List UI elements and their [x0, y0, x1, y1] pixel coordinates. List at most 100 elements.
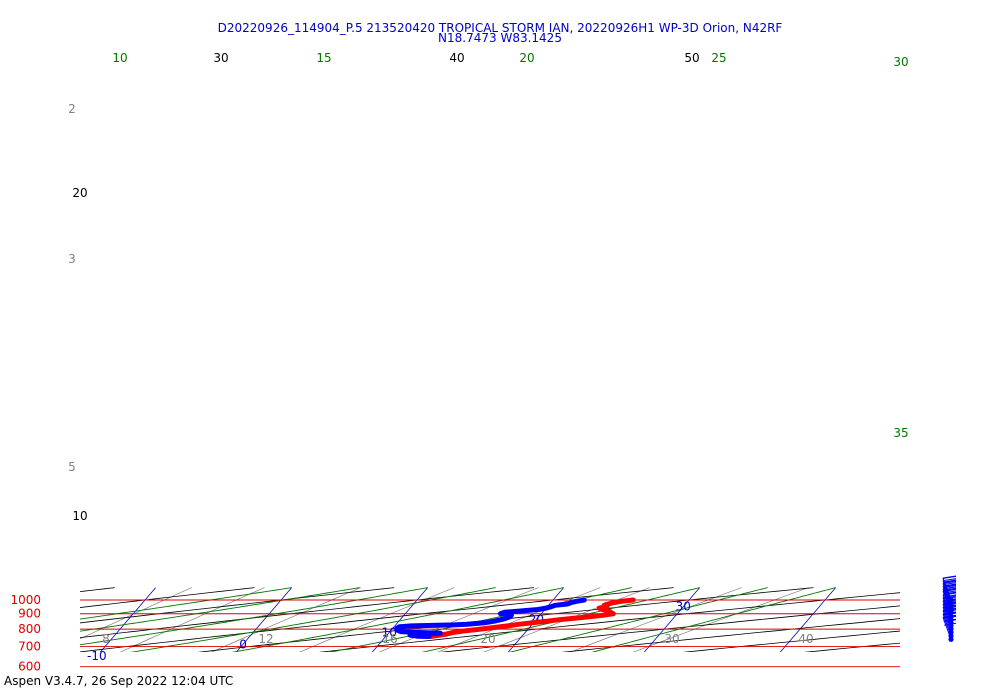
wind-barb-flag: [943, 608, 957, 612]
wind-barb-flag: [944, 622, 957, 626]
wind-barb-flag: [943, 602, 957, 606]
mixing-ratio-label: 5: [68, 460, 76, 474]
wind-barb-flag: [943, 587, 957, 591]
sounding-location: N18.7473 W83.1425: [438, 31, 562, 45]
dry-adiabat-line: [318, 592, 900, 652]
dry-adiabat-label: 20: [72, 186, 87, 200]
wind-barb-flag: [943, 584, 957, 588]
wind-barb-flag: [942, 583, 957, 587]
mixing-ratio-label: 12: [258, 632, 273, 646]
dry-adiabat-line: [561, 618, 900, 652]
dry-adiabat-label: 30: [213, 51, 228, 65]
moist-adiabat-line: [591, 587, 836, 652]
mixing-ratio-line: [119, 587, 265, 652]
mixing-ratio-label: 40: [798, 632, 813, 646]
dry-adiabat-label: 40: [449, 51, 464, 65]
dry-adiabat-line: [80, 587, 395, 624]
wind-barb-flag: [942, 592, 957, 596]
moist-adiabat-label: 25: [711, 51, 726, 65]
wind-barb-flag: [943, 605, 957, 609]
dry-adiabat-label: 50: [684, 51, 699, 65]
isotherm-line: [99, 587, 157, 652]
dry-adiabat-line: [80, 587, 255, 608]
wind-barb-flag: [942, 614, 957, 618]
isotherm-line: [371, 587, 429, 652]
wind-barb-flag: [944, 619, 957, 623]
wind-barb-flag: [944, 609, 957, 613]
dry-adiabat-line: [80, 587, 535, 639]
pressure-label: 600: [18, 660, 41, 674]
mixing-ratio-line: [80, 587, 192, 640]
moist-adiabat-label: 10: [112, 51, 127, 65]
wind-barb-flag: [943, 599, 957, 603]
wind-barb-flag: [942, 578, 957, 582]
isotherm-label: 10: [382, 625, 397, 639]
wind-barb-flag: [943, 590, 957, 594]
temperature-profile: [428, 597, 636, 639]
pressure-label: 700: [18, 640, 41, 654]
moist-adiabat-line: [508, 587, 768, 652]
dry-adiabat-label: 10: [72, 509, 87, 523]
mixing-ratio-label: 20: [480, 632, 495, 646]
wind-barb-flag: [942, 604, 957, 608]
mixing-ratio-label: 8: [102, 632, 110, 646]
isotherm-line: [235, 587, 293, 652]
moist-adiabat-line: [421, 587, 700, 652]
wind-barb-flag: [942, 586, 957, 590]
sounding-title: D20220926_114904_P.5 213520420 TROPICAL …: [217, 21, 783, 35]
dry-adiabat-line: [80, 587, 674, 652]
moist-adiabat-label: 20: [519, 51, 534, 65]
moist-adiabat-line: [80, 587, 360, 632]
isobar-lines: [80, 599, 900, 668]
wind-barb-flag: [944, 600, 957, 604]
wind-barbs: [942, 575, 957, 642]
mixing-ratio-line: [569, 587, 742, 652]
dry-adiabat-line: [682, 630, 900, 652]
wind-barb-flag: [944, 603, 957, 607]
wind-barb-flag: [942, 595, 957, 599]
software-version-footer: Aspen V3.4.7, 26 Sep 2022 12:04 UTC: [4, 674, 234, 688]
isotherm-label: 0: [239, 637, 247, 651]
mixing-ratio-label: 2: [68, 102, 76, 116]
wind-barb-flag: [942, 580, 957, 584]
moist-adiabat-label: 35: [893, 426, 908, 440]
isotherm-label: -10: [87, 649, 107, 663]
moist-adiabat-label: 30: [893, 55, 908, 69]
wind-barb-flag: [944, 612, 957, 616]
wind-barb-flag: [942, 588, 957, 592]
wind-barb-flag: [943, 615, 957, 619]
moist-adiabat-line: [80, 587, 292, 620]
moist-adiabat-line: [130, 587, 496, 652]
wind-barb-flag: [942, 607, 957, 611]
dewpoint-profile: [394, 597, 587, 639]
wind-barb-flag: [942, 601, 957, 605]
isotherm-label: 30: [676, 600, 691, 614]
moist-adiabat-label: 15: [316, 51, 331, 65]
wind-barb-flag: [942, 611, 957, 615]
pressure-label: 800: [18, 622, 41, 636]
dry-adiabat-line: [440, 605, 900, 652]
mixing-ratio-line: [483, 587, 650, 652]
wind-barb-flag: [943, 618, 957, 622]
wind-barb-flag: [943, 596, 957, 600]
wind-barb-flag: [943, 611, 957, 615]
mixing-ratio-label: 3: [68, 252, 76, 266]
isotherm-line: [643, 587, 701, 652]
moist-adiabat-line: [231, 587, 564, 652]
mixing-ratio-line: [210, 587, 361, 652]
mixing-ratio-label: 16: [382, 632, 397, 646]
mixing-ratio-label: 30: [664, 632, 679, 646]
sounding-profiles: [394, 597, 636, 639]
pressure-label: 1000: [10, 593, 41, 607]
wind-barb-flag: [942, 598, 957, 602]
wind-barb-flag: [943, 579, 957, 583]
isotherm-line: [894, 588, 972, 678]
isotherm-line: [779, 587, 837, 652]
wind-barb-flag: [944, 615, 957, 619]
pressure-label: 900: [18, 607, 41, 621]
wind-barb-flag: [944, 594, 957, 598]
moist-adiabat-line: [80, 587, 428, 646]
wind-barb-flag: [944, 606, 957, 610]
wind-barb-flag: [942, 575, 957, 579]
